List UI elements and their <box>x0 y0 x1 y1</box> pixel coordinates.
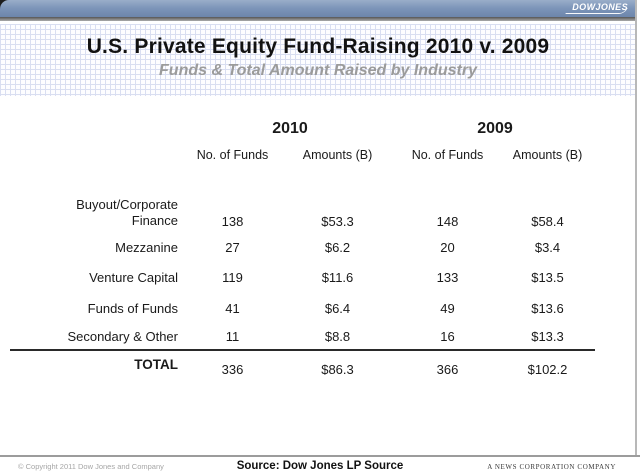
row-label: Venture Capital <box>89 270 178 285</box>
table-cell: 49 <box>440 300 455 316</box>
table-spacer <box>10 168 595 188</box>
slide-title: U.S. Private Equity Fund-Raising 2010 v.… <box>86 35 550 58</box>
news-corporation-text: A NEWS CORPORATION COMPANY <box>487 463 616 471</box>
table-cell: $58.4 <box>531 214 564 229</box>
row-label: Funds of Funds <box>87 300 178 316</box>
table-cell: $102.2 <box>527 362 568 377</box>
source-text: Source: Dow Jones LP Source <box>236 460 404 472</box>
row-label-line: Buyout/Corporate <box>76 197 178 212</box>
table-cell: 133 <box>436 270 459 285</box>
row-label-line: Finance <box>131 213 178 228</box>
table-row-mezzanine: Mezzanine 27 $6.2 20 $3.4 <box>10 232 595 262</box>
table-row-funds-of-funds: Funds of Funds 41 $6.4 49 $13.6 <box>10 293 595 323</box>
column-header: No. of Funds <box>196 148 269 162</box>
column-header: Amounts (B) <box>512 148 583 162</box>
table-cell: $6.2 <box>324 239 351 255</box>
table-cell: $53.3 <box>321 214 354 229</box>
top-brand-bar: DOWJONES <box>0 0 637 17</box>
row-label: Buyout/Corporate Finance <box>10 197 185 232</box>
table-cell: $86.3 <box>321 362 354 377</box>
table-cell: $11.6 <box>321 270 354 285</box>
row-label: Mezzanine <box>115 239 178 255</box>
column-header-row: No. of Funds Amounts (B) No. of Funds Am… <box>10 142 595 168</box>
table-cell: $13.6 <box>531 300 564 316</box>
table-row-total: TOTAL 336 $86.3 366 $102.2 <box>10 349 595 385</box>
top-bar-shadow <box>0 17 637 21</box>
slide-footer: © Copyright 2011 Dow Jones and Company S… <box>0 455 640 474</box>
table-row-secondary-other: Secondary & Other 11 $8.8 16 $13.3 <box>10 323 595 349</box>
title-band: U.S. Private Equity Fund-Raising 2010 v.… <box>0 24 636 96</box>
table-cell: $13.3 <box>531 328 564 344</box>
fundraising-table: 2010 2009 No. of Funds Amounts (B) No. o… <box>10 116 595 385</box>
slide-subtitle: Funds & Total Amount Raised by Industry <box>159 62 477 79</box>
column-header: Amounts (B) <box>302 148 373 162</box>
table-row-buyout-corporate-finance: Buyout/Corporate Finance 138 $53.3 148 $… <box>10 188 595 232</box>
table-cell: 16 <box>440 328 455 344</box>
dowjones-logo: DOWJONES <box>572 2 628 12</box>
table-cell: $13.5 <box>531 270 564 285</box>
year-header-2010: 2010 <box>272 120 308 137</box>
table-cell: 41 <box>225 300 240 316</box>
slide-content: 2010 2009 No. of Funds Amounts (B) No. o… <box>0 96 636 455</box>
table-cell: 148 <box>436 214 459 229</box>
row-label: Secondary & Other <box>67 328 178 344</box>
table-cell: 336 <box>221 362 244 377</box>
table-cell: 366 <box>436 362 459 377</box>
table-cell: 119 <box>222 270 243 285</box>
table-cell: $6.4 <box>324 300 351 316</box>
year-header-2009: 2009 <box>477 120 513 137</box>
column-header: No. of Funds <box>411 148 484 162</box>
table-cell: 138 <box>221 214 244 229</box>
table-cell: 20 <box>440 239 455 255</box>
slide-right-border <box>635 0 637 455</box>
table-row-venture-capital: Venture Capital 119 $11.6 133 $13.5 <box>10 262 595 293</box>
table-cell: 11 <box>225 328 240 344</box>
copyright-text: © Copyright 2011 Dow Jones and Company <box>18 462 164 471</box>
total-label: TOTAL <box>134 357 178 372</box>
table-cell: 27 <box>225 239 240 255</box>
table-cell: $8.8 <box>324 328 351 344</box>
year-header-row: 2010 2009 <box>10 116 595 142</box>
table-cell: $3.4 <box>534 239 561 255</box>
